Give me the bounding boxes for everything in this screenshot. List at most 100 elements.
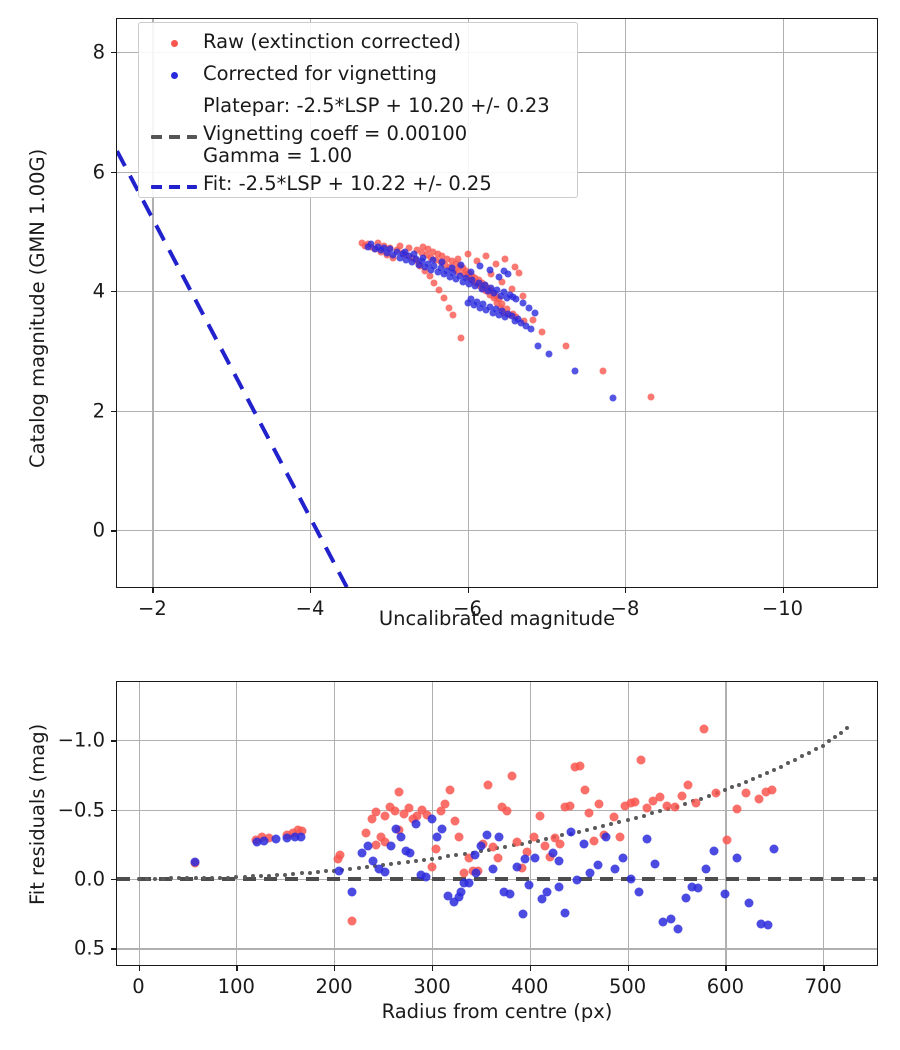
vignetting-curve-dot xyxy=(527,840,532,845)
y-tick-label: −0.5 xyxy=(57,798,105,822)
vignetting-curve-dot xyxy=(625,818,630,822)
x-tick-label: 700 xyxy=(804,975,842,998)
data-point xyxy=(459,878,469,888)
data-point xyxy=(599,367,607,375)
data-point xyxy=(517,863,527,873)
vignetting-curve-dot xyxy=(838,730,843,735)
data-point xyxy=(492,260,500,267)
vignetting-curve-dot xyxy=(800,754,805,759)
y-tick-label: 2 xyxy=(92,399,105,423)
vignetting-curve-dot xyxy=(218,875,222,880)
data-point xyxy=(494,832,503,842)
x-tick-label: −2 xyxy=(138,597,167,620)
data-point xyxy=(498,307,506,315)
data-point xyxy=(520,854,530,864)
data-point xyxy=(530,853,540,863)
data-point xyxy=(500,288,508,296)
data-point xyxy=(429,256,437,264)
legend-entry[interactable]: Corrected for vignetting xyxy=(145,62,437,85)
data-point xyxy=(364,243,372,251)
data-point xyxy=(448,257,456,265)
legend-label: Gamma = 1.00 xyxy=(203,144,353,167)
x-tick xyxy=(627,966,629,971)
data-point xyxy=(402,256,410,264)
data-point xyxy=(476,304,484,312)
data-point xyxy=(720,889,730,899)
vignetting-curve-dot xyxy=(650,811,654,816)
vignetting-curve-dot xyxy=(177,876,182,881)
data-point xyxy=(495,273,503,281)
data-point xyxy=(432,832,442,842)
data-point xyxy=(511,263,519,271)
data-point xyxy=(609,394,617,402)
data-point xyxy=(570,762,580,772)
y-tick xyxy=(111,879,116,881)
gridline-vertical xyxy=(236,682,238,965)
vignetting-curve-dot xyxy=(356,866,361,870)
data-point xyxy=(297,826,307,836)
data-point xyxy=(508,285,516,293)
vignetting-curve-dot xyxy=(807,750,812,755)
data-point xyxy=(501,313,509,321)
data-point xyxy=(484,287,492,295)
data-point xyxy=(468,276,476,284)
data-point xyxy=(540,841,550,851)
data-point xyxy=(367,814,377,824)
data-point xyxy=(427,814,437,824)
legend-entry[interactable]: Platepar: -2.5*LSP + 10.20 +/- 0.23 xyxy=(145,94,550,117)
vignetting-curve-dot xyxy=(185,876,190,881)
vignetting-curve-dot xyxy=(324,869,328,874)
data-point xyxy=(487,284,495,291)
data-point xyxy=(401,248,408,256)
data-point xyxy=(443,255,451,263)
data-point xyxy=(565,801,575,810)
data-point xyxy=(418,249,426,257)
data-point xyxy=(548,848,558,858)
x-tick xyxy=(334,966,336,971)
data-point xyxy=(443,267,451,275)
legend-entry[interactable]: Raw (extinction corrected) xyxy=(145,30,461,53)
data-point xyxy=(396,242,404,250)
legend-entry[interactable]: Fit: -2.5*LSP + 10.22 +/- 0.25 xyxy=(145,172,492,195)
plot-area-top xyxy=(117,19,877,587)
y-tick xyxy=(111,809,116,811)
data-point xyxy=(709,846,719,856)
data-point xyxy=(575,761,585,771)
data-point xyxy=(449,269,457,277)
data-point xyxy=(488,864,498,874)
data-point xyxy=(445,785,455,795)
data-point xyxy=(479,300,487,308)
data-point xyxy=(412,255,419,263)
legend-label: Platepar: -2.5*LSP + 10.20 +/- 0.23 xyxy=(203,94,550,117)
x-tick xyxy=(823,966,825,971)
data-point xyxy=(282,833,292,843)
vignetting-curve-dot xyxy=(495,846,500,851)
data-point xyxy=(475,279,482,287)
vignetting-curve-dot xyxy=(250,874,255,879)
data-point xyxy=(450,816,459,826)
data-point xyxy=(512,837,522,847)
legend-entry[interactable]: Gamma = 1.00 xyxy=(145,144,352,167)
data-point xyxy=(531,309,539,317)
data-point xyxy=(767,785,777,795)
x-tick-label: −8 xyxy=(610,597,640,620)
data-point xyxy=(430,279,438,287)
data-point xyxy=(399,809,409,819)
data-point xyxy=(511,317,519,325)
vignetting-curve-dot xyxy=(576,829,581,834)
gridline-vertical xyxy=(782,19,784,587)
data-point xyxy=(670,802,679,812)
vignetting-curve-dot xyxy=(617,820,622,824)
legend-entry[interactable]: Vignetting coeff = 0.00100 xyxy=(145,122,467,145)
data-point xyxy=(495,295,503,303)
data-point xyxy=(507,771,517,781)
data-point xyxy=(391,824,401,834)
data-point xyxy=(436,806,446,816)
x-axis-title-top: Uncalibrated magnitude xyxy=(378,607,616,630)
x-tick-label: 300 xyxy=(413,975,451,998)
data-point xyxy=(482,306,490,314)
data-point xyxy=(393,248,401,256)
data-point xyxy=(464,250,471,258)
data-point xyxy=(437,264,445,272)
